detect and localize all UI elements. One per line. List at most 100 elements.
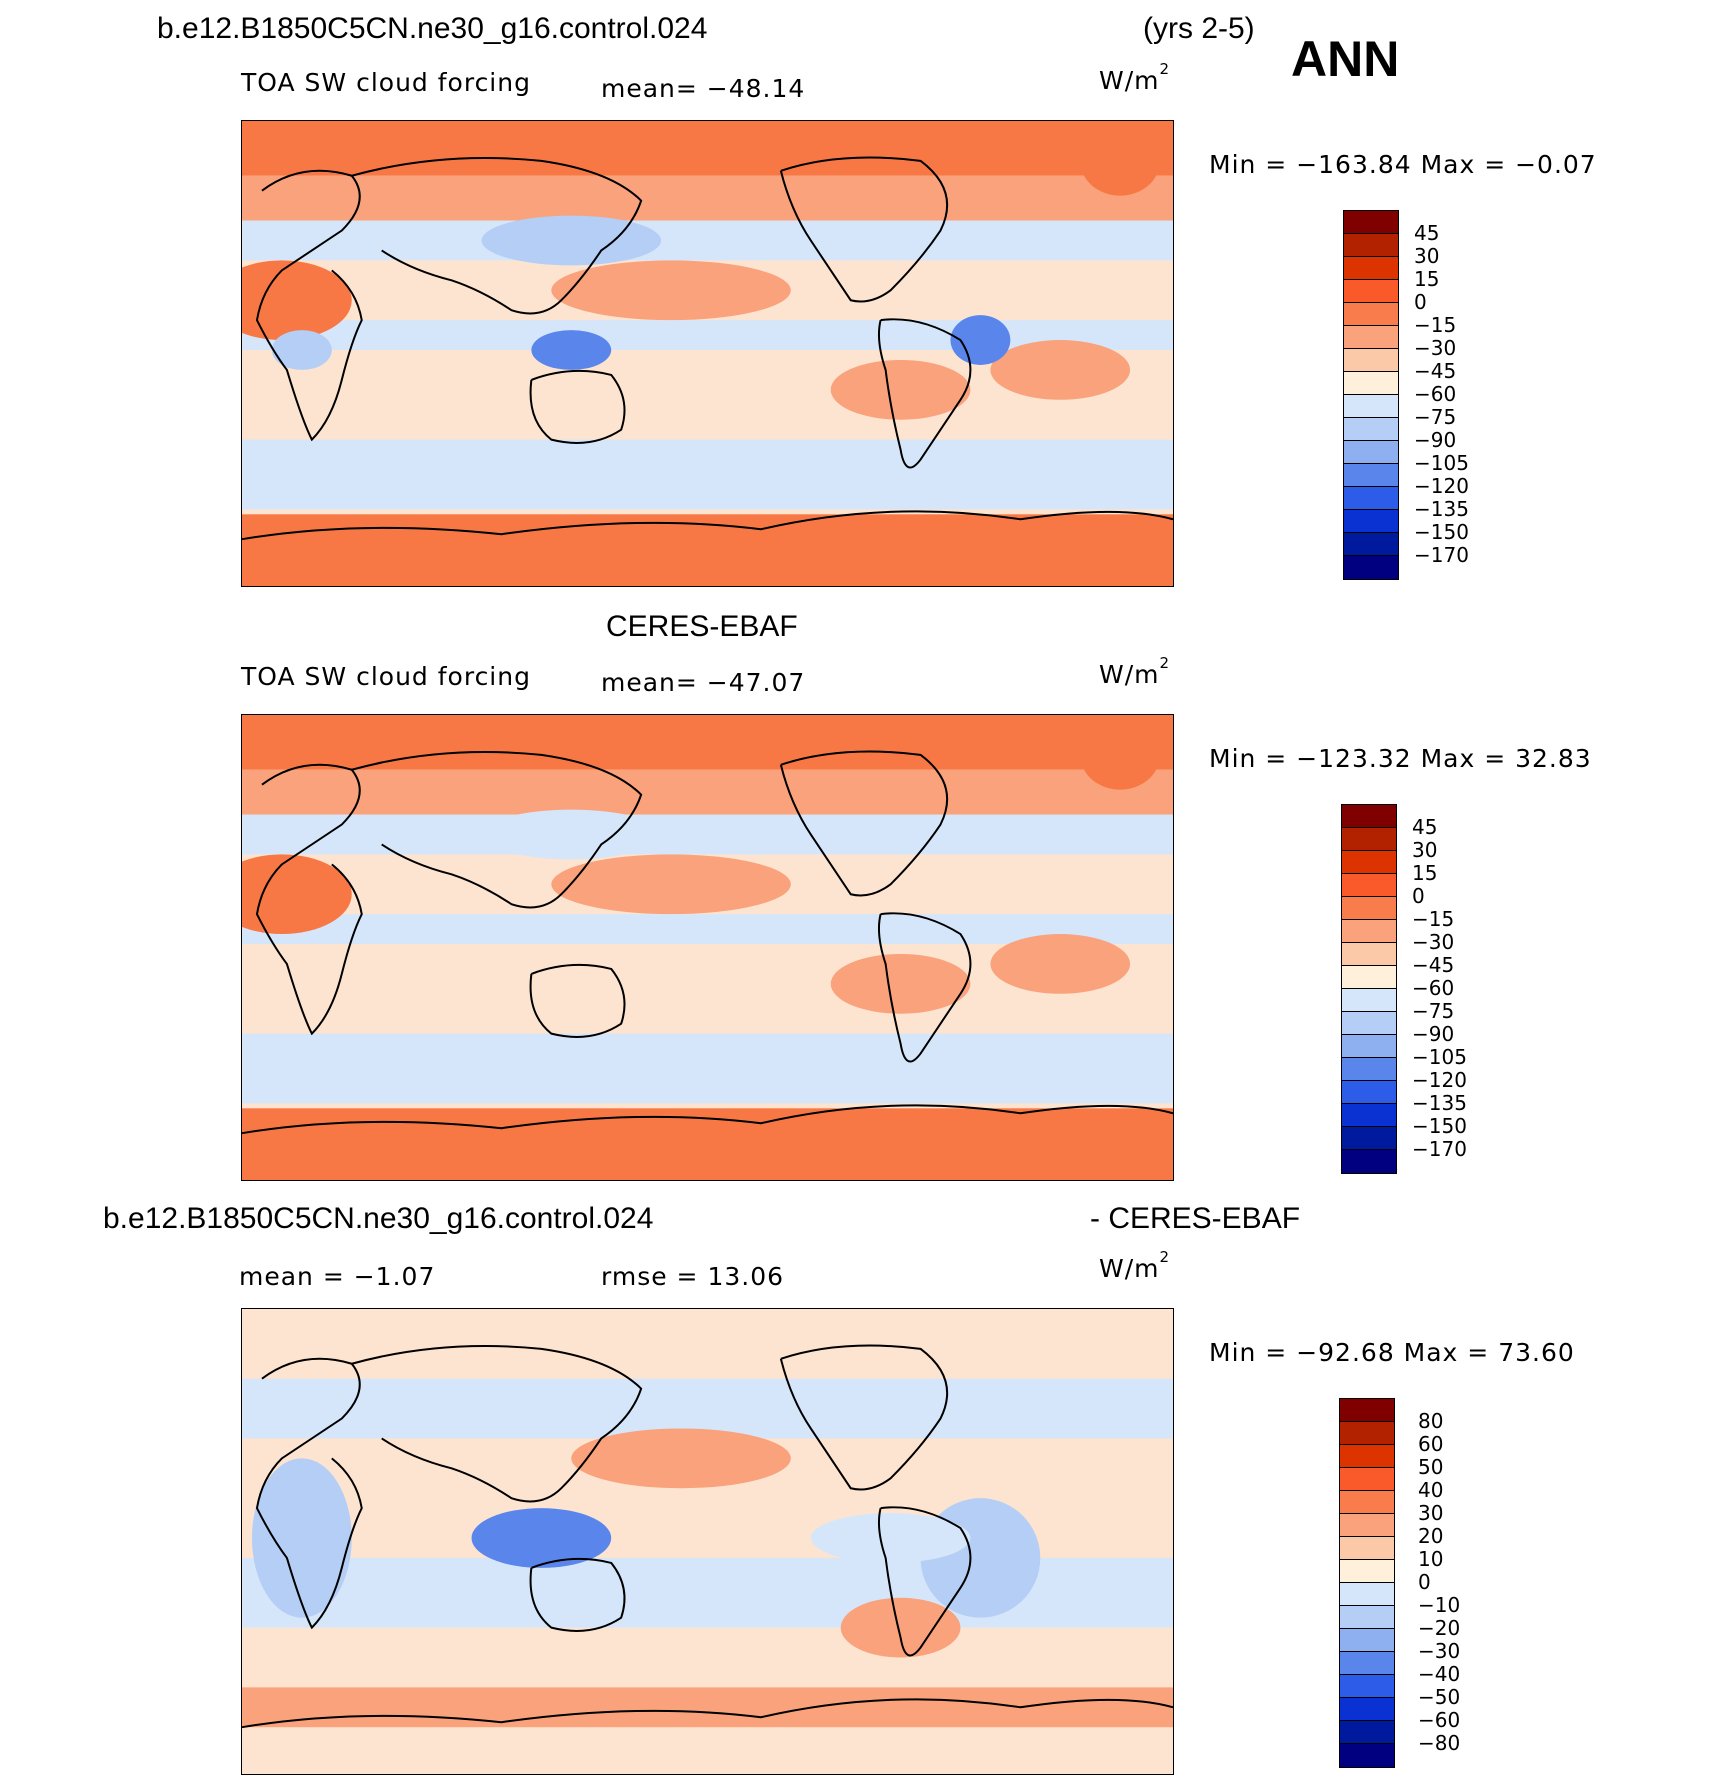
colorbar-cell bbox=[1340, 1468, 1394, 1491]
colorbar-tick-label: 45 bbox=[1414, 221, 1440, 245]
coastline bbox=[242, 510, 1173, 541]
field-band bbox=[242, 220, 1173, 261]
coastline bbox=[779, 156, 949, 303]
field-band bbox=[242, 769, 1173, 815]
colorbar-tick-label: −60 bbox=[1412, 976, 1455, 1000]
colorbar-tick-label: −90 bbox=[1414, 428, 1457, 452]
field-band bbox=[242, 175, 1173, 221]
field-blob bbox=[271, 330, 332, 370]
panel2-mean: mean= −47.07 bbox=[601, 668, 806, 697]
colorbar-cell bbox=[1340, 1445, 1394, 1468]
field-band bbox=[242, 439, 1173, 510]
colorbar-cell bbox=[1340, 1583, 1394, 1606]
colorbar-cell bbox=[1344, 372, 1398, 395]
coastline bbox=[877, 1506, 972, 1657]
colorbar-tick-label: −135 bbox=[1414, 497, 1469, 521]
field-blob bbox=[830, 359, 971, 420]
colorbar-cell bbox=[1340, 1491, 1394, 1514]
panel3-units: W/m2 bbox=[1099, 1248, 1171, 1283]
colorbar-cell bbox=[1340, 1537, 1394, 1560]
panel2-minmax: Min = −123.32 Max = 32.83 bbox=[1209, 744, 1592, 773]
colorbar-tick-label: −75 bbox=[1414, 405, 1457, 429]
panel2-title: CERES-EBAF bbox=[606, 610, 798, 643]
colorbar-tick-label: 45 bbox=[1412, 815, 1438, 839]
colorbar-tick-label: −40 bbox=[1418, 1662, 1461, 1686]
colorbar-cell bbox=[1342, 897, 1396, 920]
case-title: b.e12.B1850C5CN.ne30_g16.control.024 bbox=[157, 12, 708, 45]
coastline bbox=[529, 1557, 626, 1632]
colorbar-cell bbox=[1342, 1012, 1396, 1035]
colorbar-tick-label: 20 bbox=[1418, 1524, 1444, 1548]
colorbar-tick-label: −120 bbox=[1412, 1068, 1467, 1092]
panel1-minmax: Min = −163.84 Max = −0.07 bbox=[1209, 150, 1597, 179]
colorbar-tick-label: −10 bbox=[1418, 1593, 1461, 1617]
panel3-minmax: Min = −92.68 Max = 73.60 bbox=[1209, 1338, 1575, 1367]
field-band bbox=[242, 1378, 1173, 1439]
colorbar-tick-label: 15 bbox=[1414, 267, 1440, 291]
colorbar-tick-label: −135 bbox=[1412, 1091, 1467, 1115]
colorbar-tick-label: −30 bbox=[1418, 1639, 1461, 1663]
colorbar-cell bbox=[1344, 257, 1398, 280]
colorbar-cell bbox=[1342, 1081, 1396, 1104]
colorbar-tick-label: −105 bbox=[1412, 1045, 1467, 1069]
field-blob bbox=[830, 953, 971, 1014]
colorbar-cell bbox=[1340, 1744, 1394, 1767]
colorbar-cell bbox=[1344, 464, 1398, 487]
colorbar-tick-label: −30 bbox=[1412, 930, 1455, 954]
colorbar-tick-label: −150 bbox=[1412, 1114, 1467, 1138]
field-band bbox=[242, 814, 1173, 855]
colorbar-cell bbox=[1340, 1560, 1394, 1583]
coastline bbox=[877, 318, 972, 469]
field-blob bbox=[551, 260, 791, 321]
colorbar-tick-label: −105 bbox=[1414, 451, 1469, 475]
colorbar-cell bbox=[1340, 1606, 1394, 1629]
panel1-variable-label: TOA SW cloud forcing bbox=[241, 68, 531, 97]
field-blob bbox=[481, 215, 662, 266]
colorbar-tick-label: −170 bbox=[1414, 543, 1469, 567]
field-band bbox=[242, 1033, 1173, 1104]
coastline bbox=[529, 369, 626, 444]
colorbar-cell bbox=[1342, 828, 1396, 851]
colorbar-tick-label: 10 bbox=[1418, 1547, 1444, 1571]
field-band bbox=[242, 514, 1173, 586]
colorbar-tick-label: −90 bbox=[1412, 1022, 1455, 1046]
colorbar-cell bbox=[1342, 1035, 1396, 1058]
years-label: (yrs 2-5) bbox=[1143, 12, 1255, 45]
coastline bbox=[242, 1698, 1173, 1729]
coastline bbox=[255, 763, 363, 1036]
field-blob bbox=[471, 1508, 612, 1568]
field-band bbox=[242, 1108, 1173, 1180]
field-blob bbox=[840, 1597, 961, 1658]
panel3-title-right: - CERES-EBAF bbox=[1090, 1202, 1301, 1235]
colorbar-cell bbox=[1342, 989, 1396, 1012]
coastline bbox=[779, 750, 949, 897]
colorbar-tick-label: 30 bbox=[1412, 838, 1438, 862]
panel3-title-left: b.e12.B1850C5CN.ne30_g16.control.024 bbox=[103, 1202, 654, 1235]
coastline bbox=[779, 1344, 949, 1491]
colorbar-cell bbox=[1344, 418, 1398, 441]
panel1-colorbar-ticks: 45 30 15 0 −15 −30 −45 −60 −75 −90 −105 −120 −135 −15… bbox=[1414, 222, 1469, 567]
panel3-mean: mean = −1.07 bbox=[239, 1262, 436, 1291]
panel2-colorbar bbox=[1341, 804, 1397, 1174]
colorbar-cell bbox=[1340, 1422, 1394, 1445]
field-blob bbox=[481, 809, 662, 860]
colorbar-tick-label: 80 bbox=[1418, 1409, 1444, 1433]
field-band bbox=[242, 914, 1173, 945]
colorbar-cell bbox=[1344, 441, 1398, 464]
field-blob bbox=[990, 934, 1131, 994]
colorbar-cell bbox=[1342, 1150, 1396, 1173]
colorbar-cell bbox=[1340, 1514, 1394, 1537]
colorbar-tick-label: 30 bbox=[1414, 244, 1440, 268]
colorbar-cell bbox=[1342, 1058, 1396, 1081]
colorbar-tick-label: 40 bbox=[1418, 1478, 1444, 1502]
panel2-colorbar-ticks: 45 30 15 0 −15 −30 −45 −60 −75 −90 −105 −120 −135 −15… bbox=[1412, 816, 1467, 1161]
colorbar-cell bbox=[1340, 1698, 1394, 1721]
colorbar-tick-label: 0 bbox=[1412, 884, 1425, 908]
colorbar-cell bbox=[1342, 805, 1396, 828]
colorbar-tick-label: 60 bbox=[1418, 1432, 1444, 1456]
colorbar-cell bbox=[1342, 920, 1396, 943]
field-blob bbox=[990, 340, 1131, 400]
field-blob bbox=[810, 1513, 971, 1563]
colorbar-tick-label: 50 bbox=[1418, 1455, 1444, 1479]
colorbar-tick-label: −80 bbox=[1418, 1731, 1461, 1755]
